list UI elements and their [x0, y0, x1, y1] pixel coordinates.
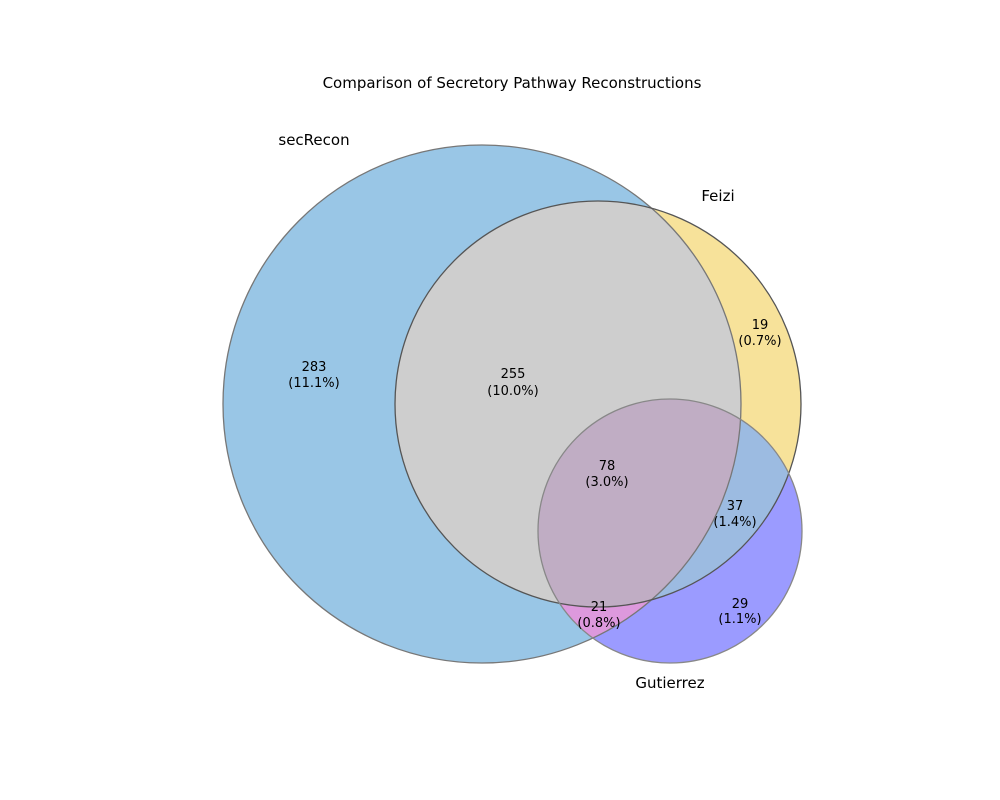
chart-title: Comparison of Secretory Pathway Reconstr… — [323, 74, 702, 92]
region-label-secrecon-gutierrez: 21 (0.8%) — [577, 600, 620, 631]
region-count-gutierrez-only: 29 — [732, 597, 749, 612]
region-count-secrecon-feizi: 255 — [501, 367, 526, 382]
set-label-secrecon: secRecon — [278, 131, 349, 149]
set-label-gutierrez: Gutierrez — [635, 674, 704, 692]
region-percent-feizi-only: (0.7%) — [738, 334, 781, 349]
region-count-secrecon-gutierrez: 21 — [591, 600, 608, 615]
set-label-feizi: Feizi — [701, 187, 734, 205]
region-label-feizi-gutierrez: 37 (1.4%) — [713, 499, 756, 530]
gutierrez-outline — [537, 398, 803, 664]
region-percent-all-three: (3.0%) — [585, 475, 628, 490]
region-label-feizi-only: 19 (0.7%) — [738, 318, 781, 349]
region-count-feizi-gutierrez: 37 — [727, 499, 744, 514]
region-label-gutierrez-only: 29 (1.1%) — [718, 597, 761, 627]
region-label-secrecon-only: 283 (11.1%) — [288, 360, 339, 391]
secrecon-outline — [222, 144, 742, 664]
region-label-secrecon-feizi: 255 (10.0%) — [487, 367, 538, 399]
region-count-feizi-only: 19 — [752, 318, 769, 333]
region-count-all-three: 78 — [599, 459, 616, 474]
region-percent-gutierrez-only: (1.1%) — [718, 612, 761, 627]
region-percent-secrecon-gutierrez: (0.8%) — [577, 616, 620, 631]
region-percent-secrecon-feizi: (10.0%) — [487, 384, 538, 399]
region-count-secrecon-only: 283 — [302, 360, 327, 375]
region-label-all-three: 78 (3.0%) — [585, 459, 628, 490]
feizi-outline — [394, 200, 802, 608]
region-percent-secrecon-only: (11.1%) — [288, 376, 339, 391]
region-percent-feizi-gutierrez: (1.4%) — [713, 515, 756, 530]
